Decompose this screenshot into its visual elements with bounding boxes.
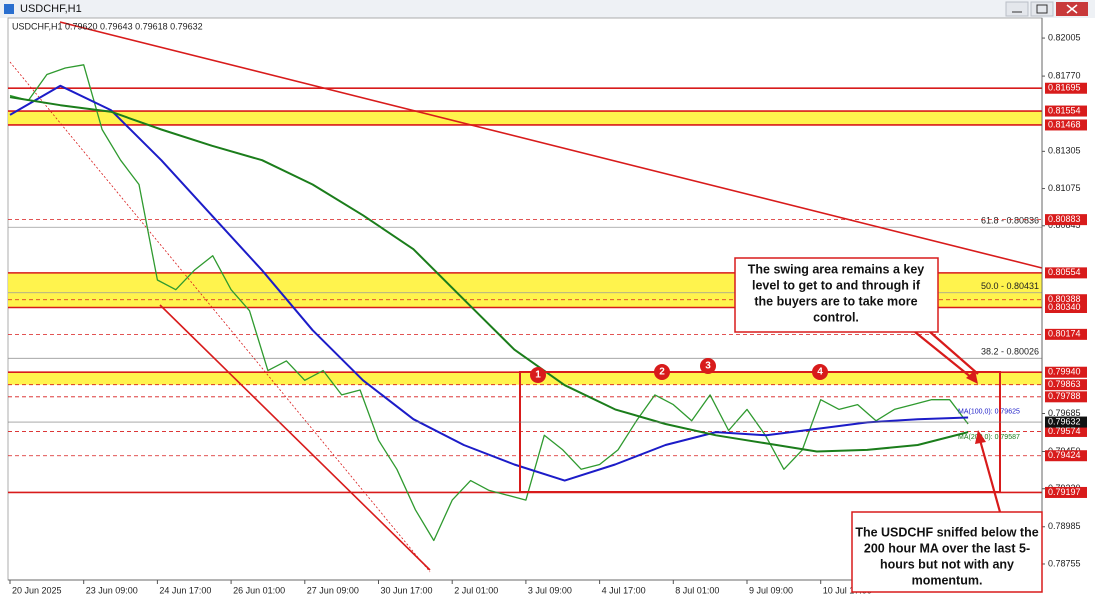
current-label: 0.79632 <box>1048 416 1081 426</box>
x-tick-label: 30 Jun 17:00 <box>381 585 433 595</box>
fib-label: 50.0 - 0.80431 <box>981 281 1039 291</box>
y-tick-label: 0.78985 <box>1048 521 1081 531</box>
level-tag <box>1045 425 1087 437</box>
level-tag <box>1045 391 1087 403</box>
level-label: 0.79940 <box>1048 367 1081 377</box>
x-tick-label: 9 Jul 09:00 <box>749 585 793 595</box>
x-tick-label: 24 Jun 17:00 <box>159 585 211 595</box>
y-tick-label: 0.81075 <box>1048 183 1081 193</box>
level-tag <box>1045 379 1087 391</box>
marker-label: 1 <box>535 370 541 381</box>
close-glyph <box>1066 4 1078 14</box>
annotation-box <box>734 257 939 333</box>
level-label: 0.79197 <box>1048 487 1081 497</box>
swing-markers: 1 2 3 4 <box>530 358 828 383</box>
title-bar <box>0 0 1095 18</box>
fib-label: 61.8 - 0.80836 <box>981 216 1039 226</box>
y-tick-label: 0.81305 <box>1048 146 1081 156</box>
level-label: 0.81554 <box>1048 105 1081 115</box>
x-tick-label: 3 Jul 09:00 <box>528 585 572 595</box>
level-tag <box>1045 82 1087 94</box>
swing-box <box>519 371 1001 493</box>
current-tag <box>1045 416 1087 428</box>
level-tag <box>1045 450 1087 462</box>
marker-circle <box>530 367 546 383</box>
annotation-text: momentum. <box>912 573 983 587</box>
x-tick-label: 4 Jul 17:00 <box>602 585 646 595</box>
trend-line <box>59 21 1043 269</box>
level-label: 0.80883 <box>1048 214 1081 224</box>
marker-circle <box>700 358 716 374</box>
level-label: 0.81468 <box>1048 119 1081 129</box>
annotation-text: the buyers are to take more <box>754 294 917 308</box>
arrow-head <box>966 370 978 384</box>
level-label: 0.79574 <box>1048 426 1081 436</box>
level-label: 0.79788 <box>1048 391 1081 401</box>
x-tick-label: 2 Jul 01:00 <box>454 585 498 595</box>
annotation-text: hours but not with any <box>880 557 1014 571</box>
zone <box>8 372 1042 385</box>
annotation-arrow <box>914 331 979 379</box>
annotation-text: control. <box>813 310 859 324</box>
symbol-info: USDCHF,H1 0.79620 0.79643 0.79618 0.7963… <box>12 21 203 31</box>
annotation-text: The USDCHF sniffed below the <box>855 525 1038 539</box>
y-tick-label: 0.78755 <box>1048 558 1081 568</box>
x-tick-label: 27 Jun 09:00 <box>307 585 359 595</box>
maximize-button[interactable] <box>1030 1 1054 17</box>
marker-circle <box>654 364 670 380</box>
ma-label: MA(200,0): 0.79587 <box>958 434 1020 441</box>
level-label: 0.79424 <box>1048 450 1081 460</box>
level-tag <box>1045 294 1087 306</box>
level-tag <box>1045 267 1087 279</box>
y-tick-label: 0.79685 <box>1048 408 1081 418</box>
arrow-head <box>975 430 986 444</box>
x-tick-label: 8 Jul 01:00 <box>675 585 719 595</box>
app-icon <box>4 4 14 14</box>
ma-label: MA(100,0): 0.79625 <box>958 408 1020 415</box>
marker-label: 2 <box>659 367 665 378</box>
level-label: 0.80340 <box>1048 302 1081 312</box>
level-label: 0.81695 <box>1048 83 1081 93</box>
marker-label: 3 <box>705 361 711 372</box>
level-tag <box>1045 366 1087 378</box>
annotation-text: level to get to and through if <box>752 278 921 292</box>
annotation-text: The swing area remains a key <box>748 262 925 276</box>
level-tag <box>1045 214 1087 226</box>
x-tick-label: 10 Jul 17:00 <box>823 585 872 595</box>
level-label: 0.80554 <box>1048 267 1081 277</box>
minimize-button[interactable] <box>1005 1 1029 17</box>
fib-label: 38.2 - 0.80026 <box>981 347 1039 357</box>
level-label: 0.80174 <box>1048 329 1081 339</box>
level-tag <box>1045 486 1087 498</box>
x-tick-label: 20 Jun 2025 <box>12 585 62 595</box>
y-tick-label: 0.80845 <box>1048 220 1081 230</box>
level-tag <box>1045 328 1087 340</box>
level-tag <box>1045 105 1087 117</box>
axes: 0.82005 0.81770 0.81305 0.81075 0.80845 0.796… <box>8 18 1087 595</box>
annotation-box <box>851 511 1043 593</box>
price-line <box>9 96 969 453</box>
level-label: 0.80388 <box>1048 294 1081 304</box>
annotation-arrow <box>978 439 1002 513</box>
window-buttons[interactable] <box>1005 1 1088 17</box>
level-tag <box>1045 119 1087 131</box>
price-line <box>9 84 969 482</box>
y-tick-label: 0.81770 <box>1048 70 1081 80</box>
x-tick-label: 26 Jun 01:00 <box>233 585 285 595</box>
x-tick-label: 23 Jun 09:00 <box>86 585 138 595</box>
annotation-text: 200 hour MA over the last 5- <box>864 541 1030 555</box>
maximize-glyph <box>1036 4 1048 14</box>
marker-circle <box>812 364 828 380</box>
series: MA(100,0): 0.79625 MA(200,0): 0.79587 <box>9 64 1020 542</box>
level-label: 0.79863 <box>1048 379 1081 389</box>
marker-label: 4 <box>817 367 823 378</box>
y-tick-label: 0.82005 <box>1048 32 1081 42</box>
channel-line <box>159 304 431 571</box>
price-line <box>9 64 969 542</box>
zone <box>8 111 1042 125</box>
window-title: USDCHF,H1 <box>20 3 82 15</box>
level-tag <box>1045 301 1087 313</box>
